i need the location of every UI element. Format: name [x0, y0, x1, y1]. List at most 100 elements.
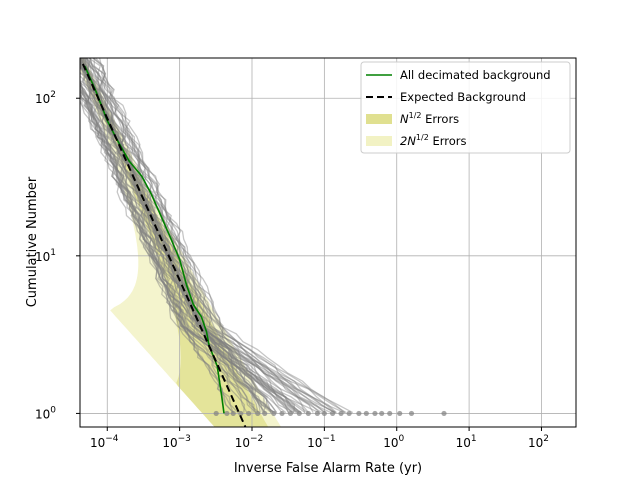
legend: All decimated background Expected Backgro… — [360, 61, 571, 154]
trial-curve — [80, 89, 299, 414]
x-tick-label: 102 — [528, 434, 549, 450]
trial-curve — [80, 84, 234, 413]
background-trial-points — [213, 410, 447, 417]
trial-curve — [86, 58, 267, 414]
series-line-expected — [81, 63, 247, 427]
band-2sigma — [80, 58, 282, 427]
trial-point — [330, 410, 336, 417]
x-tick-label: 10−1 — [307, 434, 336, 450]
trial-point — [238, 410, 244, 417]
trial-curve — [80, 58, 293, 414]
legend-label-band_1sigma: N1/2 Errors — [400, 111, 459, 126]
trial-curve — [80, 87, 278, 413]
trial-point — [314, 410, 320, 417]
trial-point — [397, 410, 403, 417]
trial-point — [271, 410, 277, 417]
trial-curve — [88, 58, 345, 414]
series-lines — [81, 63, 247, 427]
trial-curve — [80, 81, 295, 414]
x-axis-label: Inverse False Alarm Rate (yr) — [234, 461, 422, 476]
trial-point — [296, 410, 302, 417]
trial-curve — [85, 58, 295, 414]
trial-curve — [80, 91, 302, 414]
trial-curve — [80, 93, 310, 414]
legend-swatch-band_2sigma — [366, 136, 392, 146]
trial-curve — [80, 62, 300, 414]
trial-curve — [80, 80, 309, 414]
trial-curve — [80, 58, 337, 414]
x-tick-label: 10−3 — [162, 434, 191, 450]
trial-point — [441, 410, 447, 417]
trial-curve — [80, 80, 276, 414]
error-bands — [80, 58, 282, 427]
trial-curve — [80, 70, 266, 413]
y-tick-label: 102 — [35, 90, 56, 106]
trial-curve — [80, 77, 234, 414]
trial-curve — [80, 90, 274, 414]
trial-curve — [80, 58, 259, 413]
trial-point — [338, 410, 344, 417]
trial-curve — [80, 58, 332, 414]
trial-curve — [92, 58, 354, 414]
trial-point — [224, 410, 230, 417]
trial-point — [346, 410, 352, 417]
trial-curve — [80, 60, 323, 414]
trial-curve — [80, 86, 234, 414]
trial-curve — [88, 58, 267, 413]
trial-curve — [92, 58, 336, 414]
trial-curve — [93, 58, 314, 413]
trial-curve — [80, 96, 239, 414]
legend-label-band_2sigma: 2N1/2 Errors — [400, 133, 466, 148]
trial-point — [363, 410, 369, 417]
trial-curve — [98, 58, 296, 413]
y-axis-label: Cumulative Number — [25, 176, 40, 307]
trial-curve — [80, 64, 290, 414]
band-1sigma — [80, 58, 269, 427]
trial-point — [230, 410, 236, 417]
trial-point — [356, 410, 362, 417]
trial-curve — [89, 58, 289, 413]
trial-curve — [86, 58, 335, 414]
background-trial-curves — [80, 58, 354, 414]
trial-curve — [80, 79, 287, 414]
trial-point — [387, 410, 393, 417]
trial-curve — [85, 58, 321, 414]
x-tick-label: 100 — [383, 434, 404, 450]
trial-point — [279, 410, 285, 417]
trial-point — [246, 410, 252, 417]
x-tick-label: 101 — [456, 434, 477, 450]
trial-curve — [80, 80, 306, 414]
trial-curve — [80, 84, 297, 414]
trial-point — [408, 410, 415, 417]
trial-curve — [80, 58, 275, 414]
trial-curve — [80, 58, 272, 414]
trial-point — [321, 410, 327, 417]
trial-curve — [80, 65, 327, 414]
x-tick-label: 10−4 — [90, 434, 119, 450]
trial-point — [379, 410, 385, 417]
trial-point — [213, 410, 219, 417]
trial-curve — [80, 72, 245, 413]
trial-curve — [80, 67, 272, 413]
trial-curve — [80, 99, 257, 413]
x-axis-ticks: 10−4 10−3 10−2 10−1 100 101 102 — [90, 427, 549, 450]
legend-box — [360, 61, 571, 154]
trial-curve — [80, 58, 306, 413]
trial-curve — [80, 58, 337, 414]
trial-point — [262, 410, 268, 417]
trial-curve — [84, 58, 261, 413]
plot-frame — [79, 57, 577, 428]
trial-curve — [81, 58, 264, 413]
trial-point — [372, 410, 378, 417]
trial-point — [305, 410, 311, 417]
trial-curve — [80, 80, 257, 414]
trial-curve — [95, 58, 272, 413]
x-tick-label: 10−2 — [235, 434, 264, 450]
legend-label-decimated: All decimated background — [400, 68, 551, 82]
trial-point — [287, 410, 294, 417]
trial-curve — [83, 58, 347, 414]
trial-curve — [80, 58, 325, 414]
legend-label-expected: Expected Background — [400, 90, 526, 104]
